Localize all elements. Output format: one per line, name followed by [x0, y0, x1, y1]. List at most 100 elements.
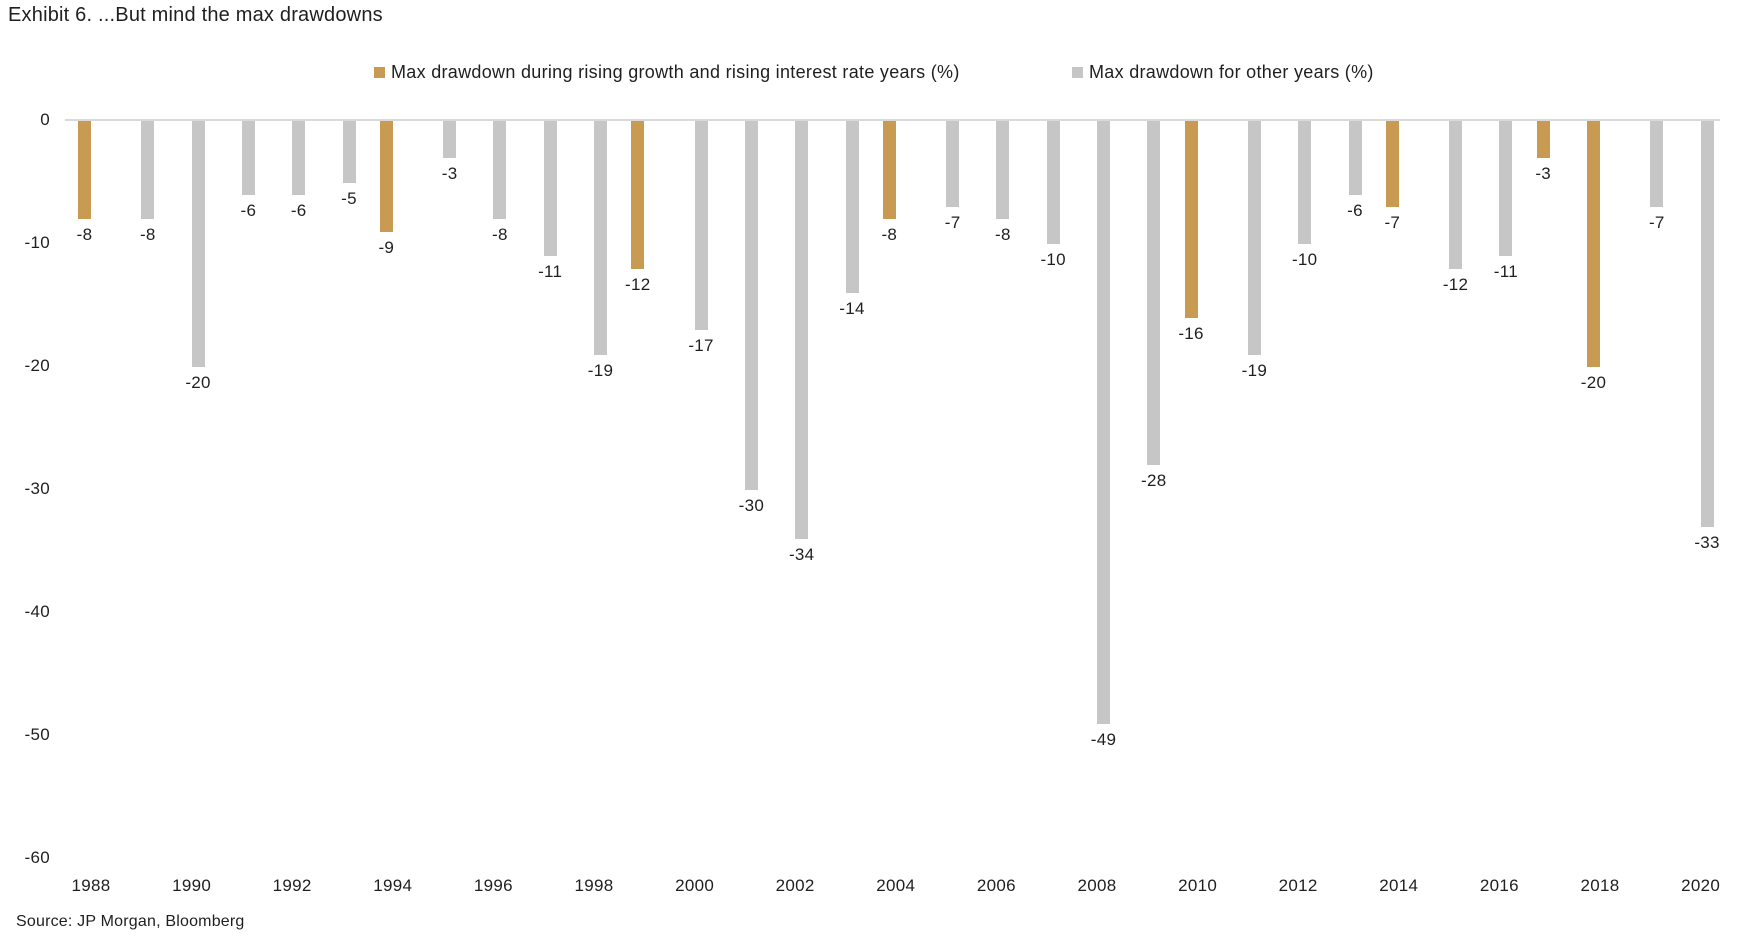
bar-1992 [292, 121, 306, 195]
bar-2010 [1184, 121, 1198, 318]
x-axis-year-label: 2008 [1077, 876, 1117, 895]
value-label-2007: -10 [1040, 250, 1066, 269]
bar-1996 [493, 121, 507, 220]
x-axis-year-label: 2014 [1379, 876, 1419, 895]
bar-2020 [1700, 121, 1714, 527]
bar-2003 [845, 121, 859, 294]
value-label-2018: -20 [1580, 373, 1607, 392]
legend-item-other: Max drawdown for other years (%) [1072, 60, 1374, 84]
value-label-2008: -49 [1090, 729, 1117, 749]
x-axis-year-label: 1994 [373, 876, 413, 895]
x-axis-year-label: 1996 [473, 876, 513, 895]
zero-axis-line [65, 119, 1720, 121]
bar-2009 [1147, 121, 1161, 466]
bar-1999 [631, 121, 645, 269]
value-label-2009: -28 [1141, 471, 1167, 491]
value-label-1997: -11 [538, 262, 563, 282]
value-label-2017: -3 [1535, 163, 1552, 183]
value-label-2012: -10 [1291, 250, 1318, 269]
value-label-1989: -8 [139, 225, 156, 245]
y-axis-tick-label: -20 [24, 356, 50, 375]
value-label-2011: -19 [1241, 360, 1268, 380]
bar-2017 [1536, 121, 1550, 158]
value-label-2010: -16 [1178, 323, 1204, 343]
x-axis-year-label: 1998 [574, 876, 614, 895]
bar-2016 [1499, 121, 1513, 257]
legend-swatch-rising-icon [374, 66, 385, 78]
x-axis-year-label: 2004 [876, 876, 916, 895]
bar-2018 [1587, 121, 1600, 367]
bar-1994 [379, 121, 393, 232]
bar-2004 [882, 121, 896, 220]
value-label-1991: -6 [240, 200, 257, 220]
value-label-1994: -9 [378, 237, 395, 257]
value-label-1998: -19 [587, 360, 614, 380]
value-label-1988: -8 [76, 225, 93, 245]
value-label-2006: -8 [995, 225, 1011, 245]
x-axis-year-label: 2016 [1479, 876, 1519, 895]
bar-2002 [795, 121, 809, 540]
value-label-2003: -14 [839, 299, 865, 319]
page-title: Exhibit 6. ...But mind the max drawdowns [8, 4, 383, 26]
bar-2019 [1650, 121, 1664, 208]
value-label-1990: -20 [185, 373, 211, 392]
bar-2005 [946, 121, 960, 208]
value-label-2019: -7 [1648, 213, 1665, 233]
legend-swatch-other-icon [1072, 66, 1083, 78]
x-axis-year-label: 1988 [71, 876, 111, 895]
x-axis-year-label: 2000 [675, 876, 715, 895]
bar-2012 [1298, 121, 1312, 244]
legend-label-other: Max drawdown for other years (%) [1089, 61, 1374, 82]
y-axis-tick-label: 0 [40, 110, 50, 129]
x-axis-year-label: 1990 [172, 876, 212, 895]
value-label-1995: -3 [441, 163, 458, 183]
value-label-2015: -12 [1442, 274, 1469, 294]
y-axis-tick-label: -50 [24, 725, 50, 744]
legend-label-rising: Max drawdown during rising growth and ri… [391, 61, 960, 82]
bar-1995 [443, 121, 457, 158]
bar-2001 [744, 121, 758, 490]
bar-2008 [1097, 121, 1110, 724]
y-axis-tick-label: -10 [24, 233, 50, 252]
x-axis-year-label: 2020 [1681, 876, 1721, 895]
value-label-2004: -8 [881, 225, 898, 245]
value-label-2000: -17 [688, 336, 714, 356]
y-axis-tick-label: -60 [24, 848, 50, 867]
x-axis-year-label: 2018 [1580, 876, 1620, 895]
legend-item-rising: Max drawdown during rising growth and ri… [374, 60, 960, 84]
x-axis-year-label: 1992 [272, 876, 312, 895]
y-axis-tick-label: -30 [24, 479, 50, 498]
value-label-2002: -34 [788, 545, 815, 565]
bar-2013 [1348, 121, 1362, 195]
bar-2015 [1449, 121, 1463, 269]
bar-1990 [191, 121, 205, 367]
y-axis-tick-label: -40 [24, 602, 50, 621]
value-label-1999: -12 [625, 274, 651, 294]
bar-1991 [241, 121, 255, 195]
bar-2006 [996, 121, 1010, 220]
value-label-2016: -11 [1493, 262, 1518, 282]
bar-1993 [342, 121, 356, 183]
bar-2000 [694, 121, 708, 331]
bar-1997 [543, 121, 557, 257]
x-axis-year-label: 2010 [1178, 876, 1218, 895]
value-label-1993: -5 [341, 188, 357, 208]
bar-1988 [78, 121, 91, 220]
value-label-1992: -6 [290, 200, 307, 220]
x-axis-year-label: 2006 [976, 876, 1016, 895]
x-axis-year-label: 2002 [775, 876, 815, 895]
source-note: Source: JP Morgan, Bloomberg [16, 913, 245, 930]
value-label-2001: -30 [738, 496, 765, 515]
bar-2014 [1385, 121, 1399, 208]
bar-1989 [141, 121, 155, 220]
x-axis-year-label: 2012 [1278, 876, 1318, 895]
value-label-2013: -6 [1347, 200, 1363, 220]
bar-2007 [1046, 121, 1060, 244]
bar-1998 [594, 121, 607, 355]
value-label-2005: -7 [944, 213, 961, 233]
value-label-2014: -7 [1384, 213, 1401, 233]
value-label-2020: -33 [1694, 532, 1720, 552]
value-label-1996: -8 [492, 225, 508, 245]
